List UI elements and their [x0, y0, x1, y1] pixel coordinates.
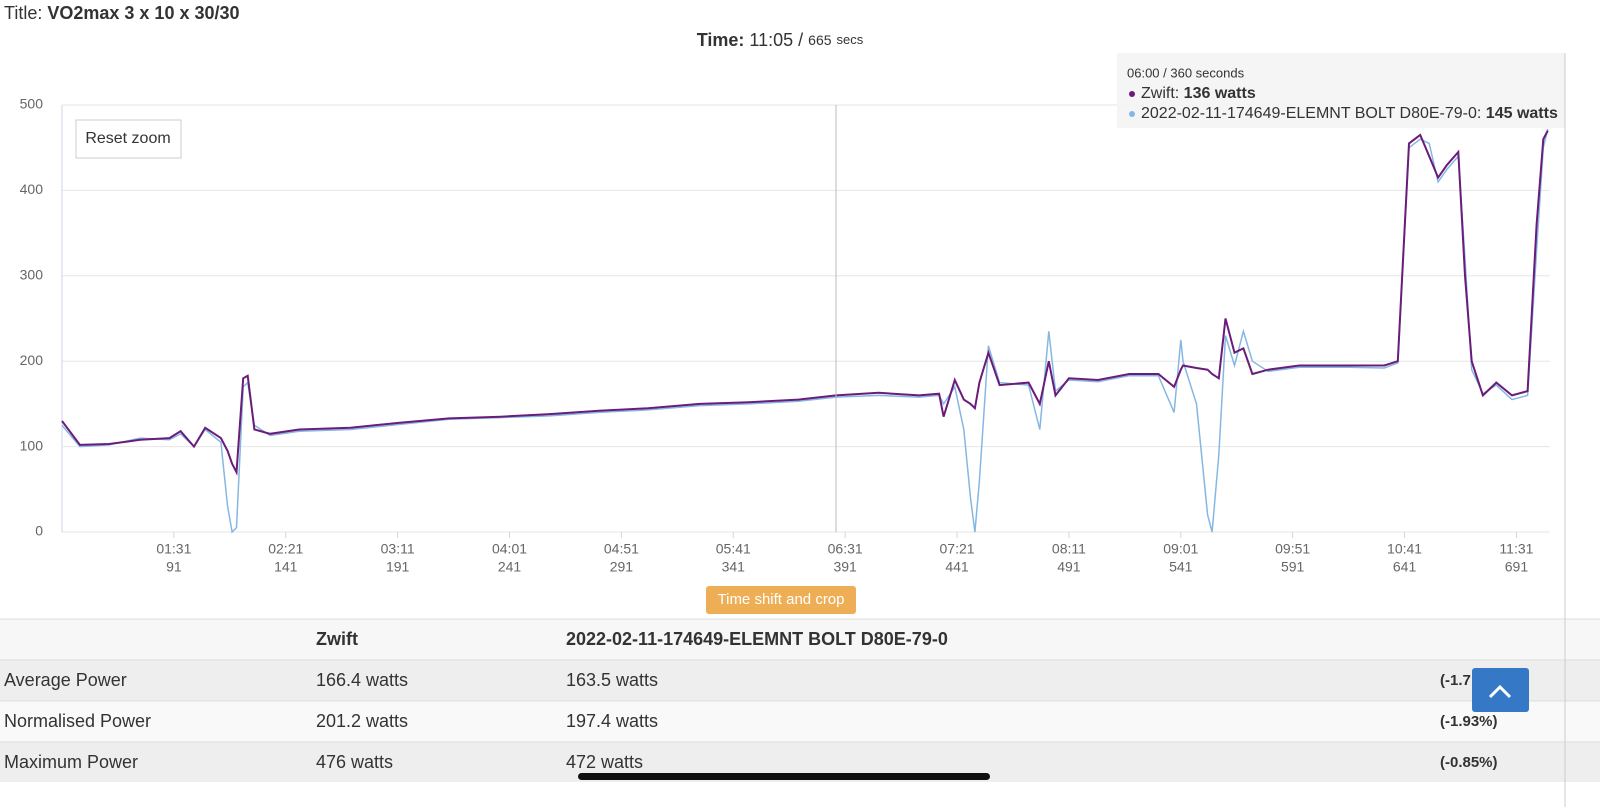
x-tick-label: 02:21: [268, 541, 303, 557]
table-row: [0, 660, 1600, 701]
title-value: VO2max 3 x 10 x 30/30: [47, 3, 239, 23]
button-label: Time shift and crop: [718, 591, 845, 608]
series-line: [61, 130, 1549, 476]
x-tick-label: 05:41: [716, 541, 751, 557]
comparison-table: Zwift 2022-02-11-174649-ELEMNT BOLT D80E…: [0, 618, 1600, 782]
reset-zoom-button[interactable]: Reset zoom: [75, 119, 182, 159]
row-label: Maximum Power: [4, 752, 138, 772]
x-tick-seconds: 341: [722, 559, 746, 575]
y-tick-label: 200: [20, 352, 44, 368]
x-tick-seconds: 541: [1169, 559, 1193, 575]
difference-cell: (-0.85%): [1440, 754, 1498, 771]
table-row: [0, 701, 1600, 742]
row-label: Normalised Power: [4, 711, 151, 731]
x-tick-label: 04:01: [492, 541, 527, 557]
time-display: Time: 11:05 / 665 secs: [697, 30, 864, 50]
x-tick-seconds: 691: [1505, 559, 1529, 575]
column-header: Zwift: [316, 629, 358, 649]
x-tick-label: 09:01: [1163, 541, 1198, 557]
x-tick-label: 06:31: [828, 541, 863, 557]
table-cell: 197.4 watts: [566, 711, 658, 731]
x-tick-label: 01:31: [156, 541, 191, 557]
x-tick-label: 10:41: [1387, 541, 1422, 557]
duration-unit: secs: [837, 32, 864, 47]
x-tick-label: 03:11: [381, 541, 415, 557]
y-tick-label: 400: [20, 181, 44, 197]
x-tick-seconds: 91: [166, 559, 182, 575]
row-label: Average Power: [4, 670, 127, 690]
x-tick-label: 11:31: [1499, 541, 1533, 557]
title-label: Title:: [4, 3, 42, 23]
tooltip-label: Zwift:: [1141, 85, 1179, 102]
table-cell: 163.5 watts: [566, 670, 658, 690]
x-tick-seconds: 591: [1281, 559, 1305, 575]
table-cell: 472 watts: [566, 752, 643, 772]
tooltip-bullet: [1129, 91, 1135, 97]
table-header-row: [0, 619, 1600, 660]
tooltip: 06:00 / 360 seconds Zwift: 136 watts 202…: [1117, 53, 1565, 128]
table-body: Average Power 166.4 watts 163.5 watts (-1.7…: [4, 670, 1498, 772]
tooltip-value: 136 watts: [1184, 85, 1256, 102]
x-tick-seconds: 441: [945, 559, 969, 575]
tooltip-header: 06:00 / 360 seconds: [1127, 65, 1245, 80]
button-box: [1472, 668, 1529, 712]
x-tick-label: 08:11: [1052, 541, 1086, 557]
x-tick-seconds: 141: [274, 559, 298, 575]
button-label: Reset zoom: [85, 130, 170, 147]
time-value: 11:05 /: [749, 30, 803, 50]
y-tick-label: 0: [35, 523, 43, 539]
table-cell: 476 watts: [316, 752, 393, 772]
tooltip-item: Zwift: 136 watts: [1141, 85, 1256, 102]
home-indicator: [578, 773, 990, 780]
button-box: [75, 119, 182, 159]
scroll-top-button[interactable]: [1472, 668, 1529, 712]
x-tick-label: 04:51: [604, 541, 639, 557]
duration: 665: [808, 32, 832, 48]
x-tick-label: 09:51: [1275, 541, 1310, 557]
column-header: 2022-02-11-174649-ELEMNT BOLT D80E-79-0: [566, 629, 948, 649]
y-tick-label: 300: [20, 267, 44, 283]
chevron-icon: [1488, 684, 1512, 699]
tooltip-value: 145 watts: [1486, 105, 1558, 122]
x-tick-seconds: 391: [833, 559, 857, 575]
x-tick-seconds: 641: [1393, 559, 1417, 575]
x-tick-seconds: 191: [386, 559, 410, 575]
difference-cell: (-1.7: [1440, 672, 1471, 689]
table-cell: 201.2 watts: [316, 711, 408, 731]
x-tick-seconds: 241: [498, 559, 522, 575]
title: Title: VO2max 3 x 10 x 30/30: [4, 3, 240, 23]
x-tick-seconds: 291: [610, 559, 634, 575]
y-tick-label: 500: [20, 96, 44, 112]
difference-cell: (-1.93%): [1440, 713, 1498, 730]
tooltip-label: 2022-02-11-174649-ELEMNT BOLT D80E-79-0:: [1141, 105, 1481, 122]
chart: 0 100 200 300 400 500 01:31 91 02:21 141 03:11 191 0…: [20, 96, 1550, 575]
time-label: Time:: [697, 30, 745, 50]
button-box: [706, 586, 856, 614]
y-tick-label: 100: [20, 437, 44, 453]
tooltip-bullet: [1129, 111, 1135, 117]
x-tick-label: 07:21: [940, 541, 975, 557]
table-cell: 166.4 watts: [316, 670, 408, 690]
x-tick-seconds: 491: [1057, 559, 1081, 575]
tooltip-item: 2022-02-11-174649-ELEMNT BOLT D80E-79-0:…: [1141, 105, 1558, 122]
time-shift-button[interactable]: Time shift and crop: [706, 586, 856, 614]
tooltip-box: [1117, 53, 1565, 128]
